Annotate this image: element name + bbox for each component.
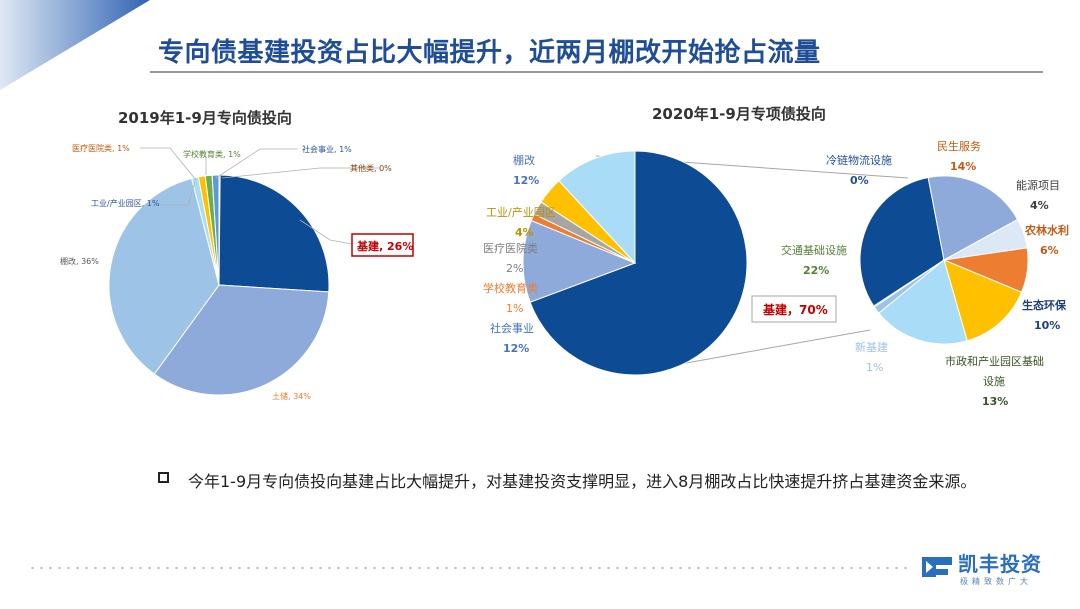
breakdown-label-coldchain-pct: 0% — [850, 174, 869, 187]
pie-2019-slice-2 — [108, 177, 220, 375]
pie-2019-slice-0 — [218, 174, 330, 293]
pie-2020-slice-5 — [558, 150, 636, 265]
breakdown-label-people-name: 民生服务 — [937, 139, 981, 153]
pie-2020-label-infra: 基建，70% — [762, 302, 828, 317]
breakdown-label-coldchain-name: 冷链物流设施 — [826, 153, 892, 167]
pie-2019-label-other: 其他类, 0% — [350, 163, 392, 173]
pie-2020-label-industrial-name: 工业/产业园区 — [486, 205, 556, 219]
title-divider — [150, 71, 1043, 73]
breakdown-label-transport-pct: 22% — [803, 264, 829, 277]
breakdown-label-energy-pct: 4% — [1030, 199, 1049, 212]
breakdown-label-agri-pct: 6% — [1040, 244, 1059, 257]
pie-2020-label-shanty-name: 棚改 — [513, 153, 535, 167]
footer-dotted-line — [28, 567, 908, 569]
pie-2019-label-lines — [140, 147, 380, 245]
breakdown-label-muni-line1: 市政和产业园区基础 — [945, 354, 1044, 368]
pie-2019-label-shanty: 棚改, 36% — [60, 256, 99, 266]
pie-2019-label-land: 土储, 34% — [272, 391, 311, 401]
pie-2020-label-social-name: 社会事业 — [490, 321, 534, 335]
pie-2019-label-infra: 基建, 26% — [356, 239, 413, 253]
pie-2019-slice-1 — [153, 284, 330, 396]
breakdown-label-muni-pct: 13% — [982, 395, 1008, 408]
bullet-square — [158, 472, 169, 483]
pie-2020-label-medical-pct: 2% — [506, 262, 523, 275]
pie-2020-slice-0 — [529, 150, 748, 376]
pie-2020-highlight-box — [751, 295, 837, 323]
charts-canvas: 医疗医院类, 1% 学校教育类, 1% 社会事业, 1% 其他类, 0% 工业/… — [60, 139, 1069, 408]
pie-2020-label-school-pct: 1% — [506, 302, 523, 315]
breakdown-label-newinfra-name: 新基建 — [855, 340, 888, 354]
logo-name: 凯丰投资 — [958, 552, 1042, 576]
breakdown-slice-0 — [859, 176, 945, 308]
breakdown-label-eco-pct: 10% — [1034, 319, 1060, 332]
pie-2019 — [108, 174, 330, 396]
breakdown-slice-1 — [927, 175, 1019, 261]
logo-tagline: 极精致数广大 — [960, 577, 1032, 586]
pie-2019-highlight-box — [351, 233, 414, 257]
pie-2019-label-social: 社会事业, 1% — [302, 144, 352, 154]
pie-2019-label-school: 学校教育类, 1% — [183, 149, 241, 159]
corner-decoration — [0, 0, 150, 90]
breakdown-label-transport-name: 交通基础设施 — [781, 243, 847, 257]
breakdown-label-muni-line2: 设施 — [983, 375, 1005, 388]
pie-2019-label-industrial: 工业/产业园区, 1% — [91, 198, 160, 208]
pie-2020-label-medical-name: 医疗医院类 — [483, 241, 538, 255]
breakdown-label-people-pct: 14% — [950, 160, 976, 173]
breakdown-slice-5 — [878, 259, 968, 345]
pie-2020 — [522, 150, 748, 376]
breakdown-slice-4 — [943, 259, 1023, 342]
pie-2019-label-medical: 医疗医院类, 1% — [72, 143, 130, 153]
summary-text: 今年1-9月专向债投向基建占比大幅提升，对基建投资支撑明显，进入8月棚改占比快速… — [188, 472, 977, 491]
pie-2020-infra-breakdown — [859, 175, 1029, 345]
pie-2020-label-school-name: 学校教育类 — [483, 281, 538, 295]
breakdown-label-eco-name: 生态环保 — [1022, 298, 1067, 312]
pie-2020-label-shanty-pct: 12% — [513, 174, 539, 187]
breakdown-label-energy-name: 能源项目 — [1016, 178, 1060, 192]
pie-2020-slice-1 — [522, 219, 637, 303]
breakdown-label-agri-name: 农林水利 — [1024, 223, 1069, 237]
breakdown-label-newinfra-pct: 1% — [866, 361, 883, 374]
breakdown-slice-7 — [873, 259, 945, 308]
chart-2020-title: 2020年1-9月专项债投向 — [652, 105, 826, 123]
page-title: 专向债基建投资占比大幅提升，近两月棚改开始抢占流量 — [158, 38, 821, 68]
chart-2019-title: 2019年1-9月专向债投向 — [118, 109, 292, 127]
pie-2020-label-industrial-pct: 4% — [515, 226, 534, 239]
pie-2020-label-social-pct: 12% — [503, 342, 529, 355]
company-logo-icon — [922, 557, 952, 577]
